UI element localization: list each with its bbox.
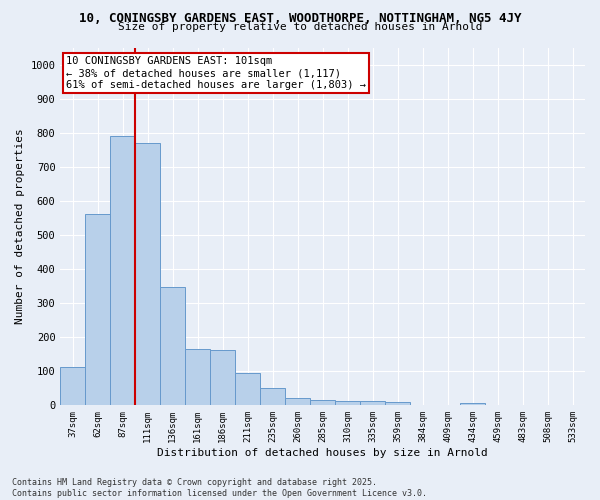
Bar [460, 403, 485, 405]
X-axis label: Distribution of detached houses by size in Arnold: Distribution of detached houses by size … [157, 448, 488, 458]
Bar [360, 402, 385, 405]
Bar [385, 402, 410, 405]
Text: Contains HM Land Registry data © Crown copyright and database right 2025.
Contai: Contains HM Land Registry data © Crown c… [12, 478, 427, 498]
Bar [260, 388, 285, 405]
Text: 10 CONINGSBY GARDENS EAST: 101sqm
← 38% of detached houses are smaller (1,117)
6: 10 CONINGSBY GARDENS EAST: 101sqm ← 38% … [65, 56, 365, 90]
Text: 10, CONINGSBY GARDENS EAST, WOODTHORPE, NOTTINGHAM, NG5 4JY: 10, CONINGSBY GARDENS EAST, WOODTHORPE, … [79, 12, 521, 26]
Y-axis label: Number of detached properties: Number of detached properties [15, 128, 25, 324]
Bar [285, 398, 310, 405]
Bar [61, 366, 85, 405]
Bar [210, 350, 235, 405]
Bar [235, 372, 260, 405]
Bar [136, 143, 160, 405]
Bar [160, 288, 185, 405]
Bar [110, 136, 136, 405]
Bar [85, 214, 110, 405]
Text: Size of property relative to detached houses in Arnold: Size of property relative to detached ho… [118, 22, 482, 32]
Bar [310, 400, 335, 405]
Bar [185, 348, 210, 405]
Bar [335, 402, 360, 405]
